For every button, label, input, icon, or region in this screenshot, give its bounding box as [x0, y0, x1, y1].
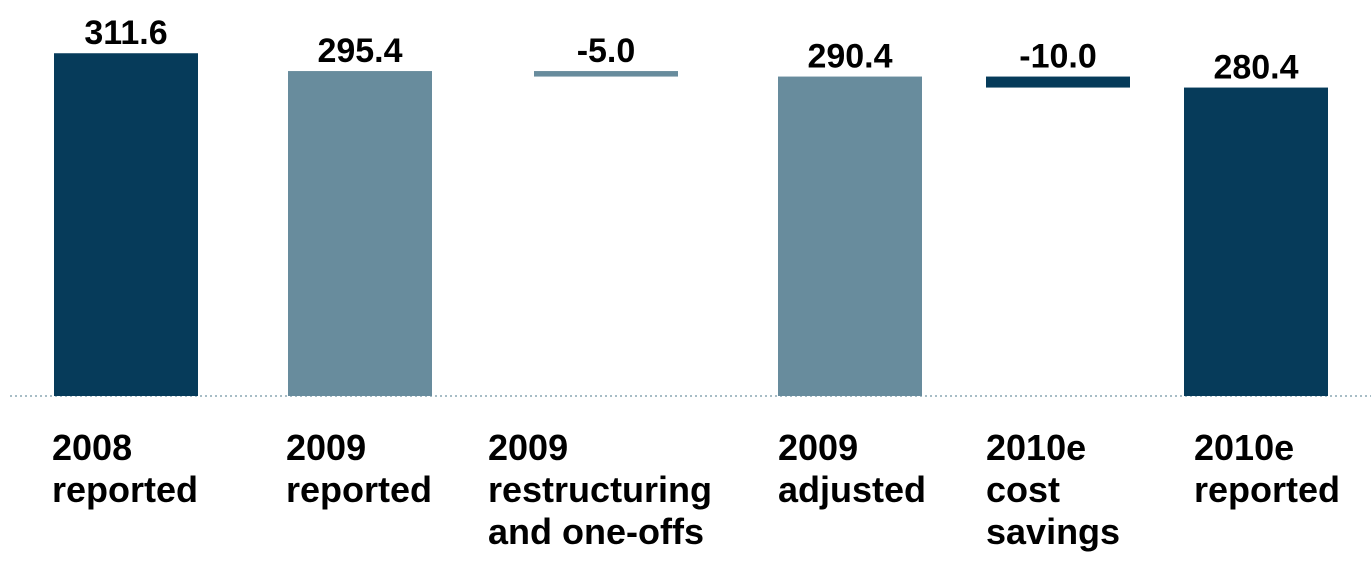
- bar-5: [986, 76, 1130, 88]
- category-label-6: 2010e reported: [1194, 427, 1341, 510]
- bar-4: [778, 76, 922, 396]
- value-label-6: 280.4: [1213, 49, 1298, 87]
- value-label-5: -10.0: [1019, 38, 1097, 76]
- bar-1: [54, 53, 198, 397]
- value-label-1: 311.6: [84, 14, 167, 52]
- value-label-4: 290.4: [807, 38, 892, 76]
- bar-3: [534, 71, 678, 77]
- bar-6: [1184, 87, 1328, 396]
- bar-2: [288, 71, 432, 396]
- category-label-5: 2010e cost savings: [986, 427, 1121, 552]
- value-label-3: -5.0: [577, 32, 636, 70]
- category-label-1: 2008 reported: [52, 427, 199, 510]
- category-label-2: 2009 reported: [286, 427, 433, 510]
- value-label-2: 295.4: [317, 32, 402, 70]
- category-label-3: 2009 restructuring and one-offs: [488, 427, 713, 552]
- category-label-4: 2009 adjusted: [778, 427, 927, 510]
